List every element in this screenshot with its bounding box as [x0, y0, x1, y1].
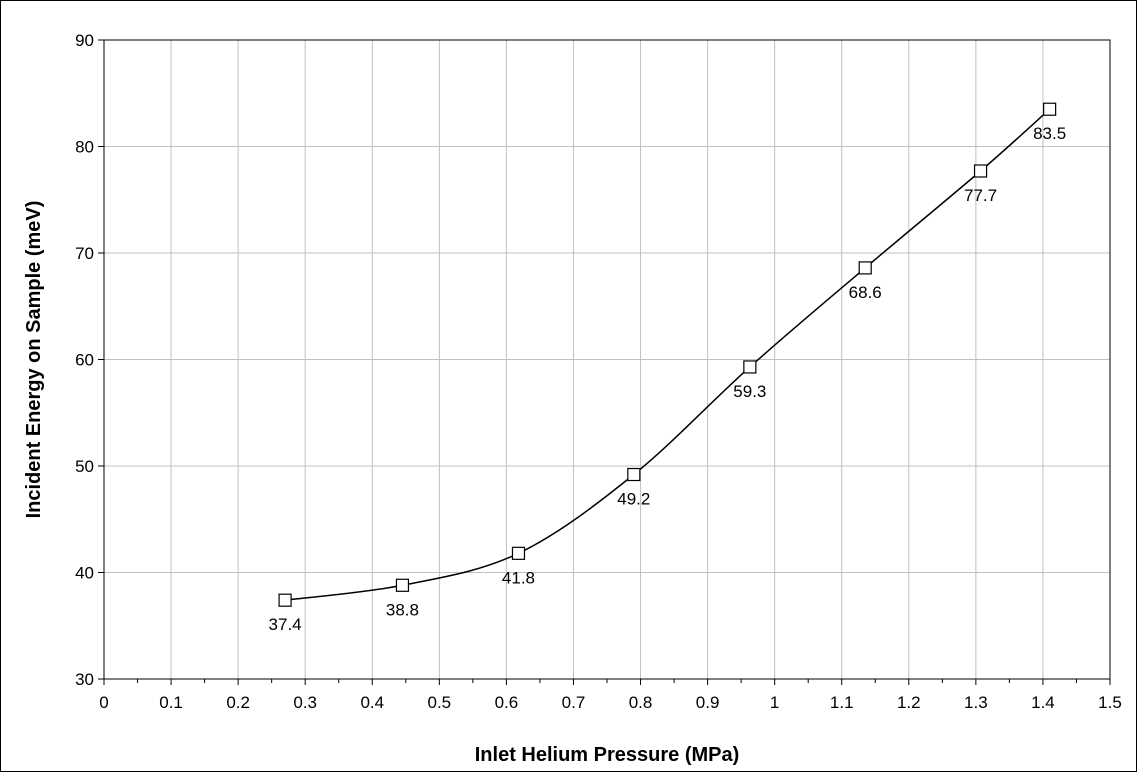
y-tick-label: 80 — [75, 138, 94, 157]
x-tick-label: 0.6 — [495, 693, 519, 712]
x-tick-label: 0.2 — [226, 693, 250, 712]
x-tick-label: 1.3 — [964, 693, 988, 712]
data-label: 59.3 — [733, 382, 766, 401]
data-label: 68.6 — [849, 283, 882, 302]
y-axis-title: Incident Energy on Sample (meV) — [23, 201, 45, 519]
data-series: 37.4 38.8 41.8 49.2 59.3 68.6 77.7 83.5 — [269, 102, 1066, 634]
x-tick-label: 0.9 — [696, 693, 720, 712]
y-tick-label: 30 — [75, 670, 94, 689]
x-tick-label: 0.7 — [562, 693, 586, 712]
y-tick-label: 40 — [75, 564, 94, 583]
data-point-marker — [1043, 102, 1057, 116]
x-tick-label: 0.3 — [293, 693, 317, 712]
data-label: 37.4 — [269, 615, 302, 634]
data-label: 77.7 — [964, 186, 997, 205]
x-tick-label: 1 — [770, 693, 779, 712]
x-tick-label: 0.4 — [360, 693, 384, 712]
y-tick-label: 70 — [75, 244, 94, 263]
data-point-marker — [278, 593, 292, 607]
axis-ticks — [98, 39, 1111, 685]
data-point-marker — [973, 164, 988, 178]
series-line — [284, 108, 1051, 601]
x-tick-label: 0.5 — [428, 693, 452, 712]
y-tick-label: 90 — [75, 31, 94, 50]
y-tick-label: 50 — [75, 457, 94, 476]
x-tick-label: 1.4 — [1031, 693, 1055, 712]
data-label: 41.8 — [502, 568, 535, 587]
x-tick-label: 0.1 — [159, 693, 183, 712]
x-tick-label: 0.8 — [629, 693, 653, 712]
y-tick-label: 60 — [75, 351, 94, 370]
data-label: 83.5 — [1033, 124, 1066, 143]
data-point-marker — [395, 578, 410, 592]
x-tick-label: 1.1 — [830, 693, 854, 712]
data-label: 38.8 — [386, 600, 419, 619]
grid-lines — [104, 40, 1110, 679]
x-tick-label: 1.5 — [1098, 693, 1122, 712]
tick-labels: 0 0.1 0.2 0.3 0.4 0.5 0.6 0.7 0.8 0.9 1 1.1 1.2 1.3 1.… — [75, 31, 1122, 712]
data-point-marker — [627, 467, 641, 482]
x-tick-label: 0 — [99, 693, 108, 712]
data-point-marker — [511, 546, 526, 560]
data-point-marker — [743, 360, 757, 374]
data-label: 49.2 — [617, 490, 650, 509]
x-tick-label: 1.2 — [897, 693, 921, 712]
data-point-marker — [858, 261, 872, 275]
x-axis-title: Inlet Helium Pressure (MPa) — [475, 744, 740, 766]
